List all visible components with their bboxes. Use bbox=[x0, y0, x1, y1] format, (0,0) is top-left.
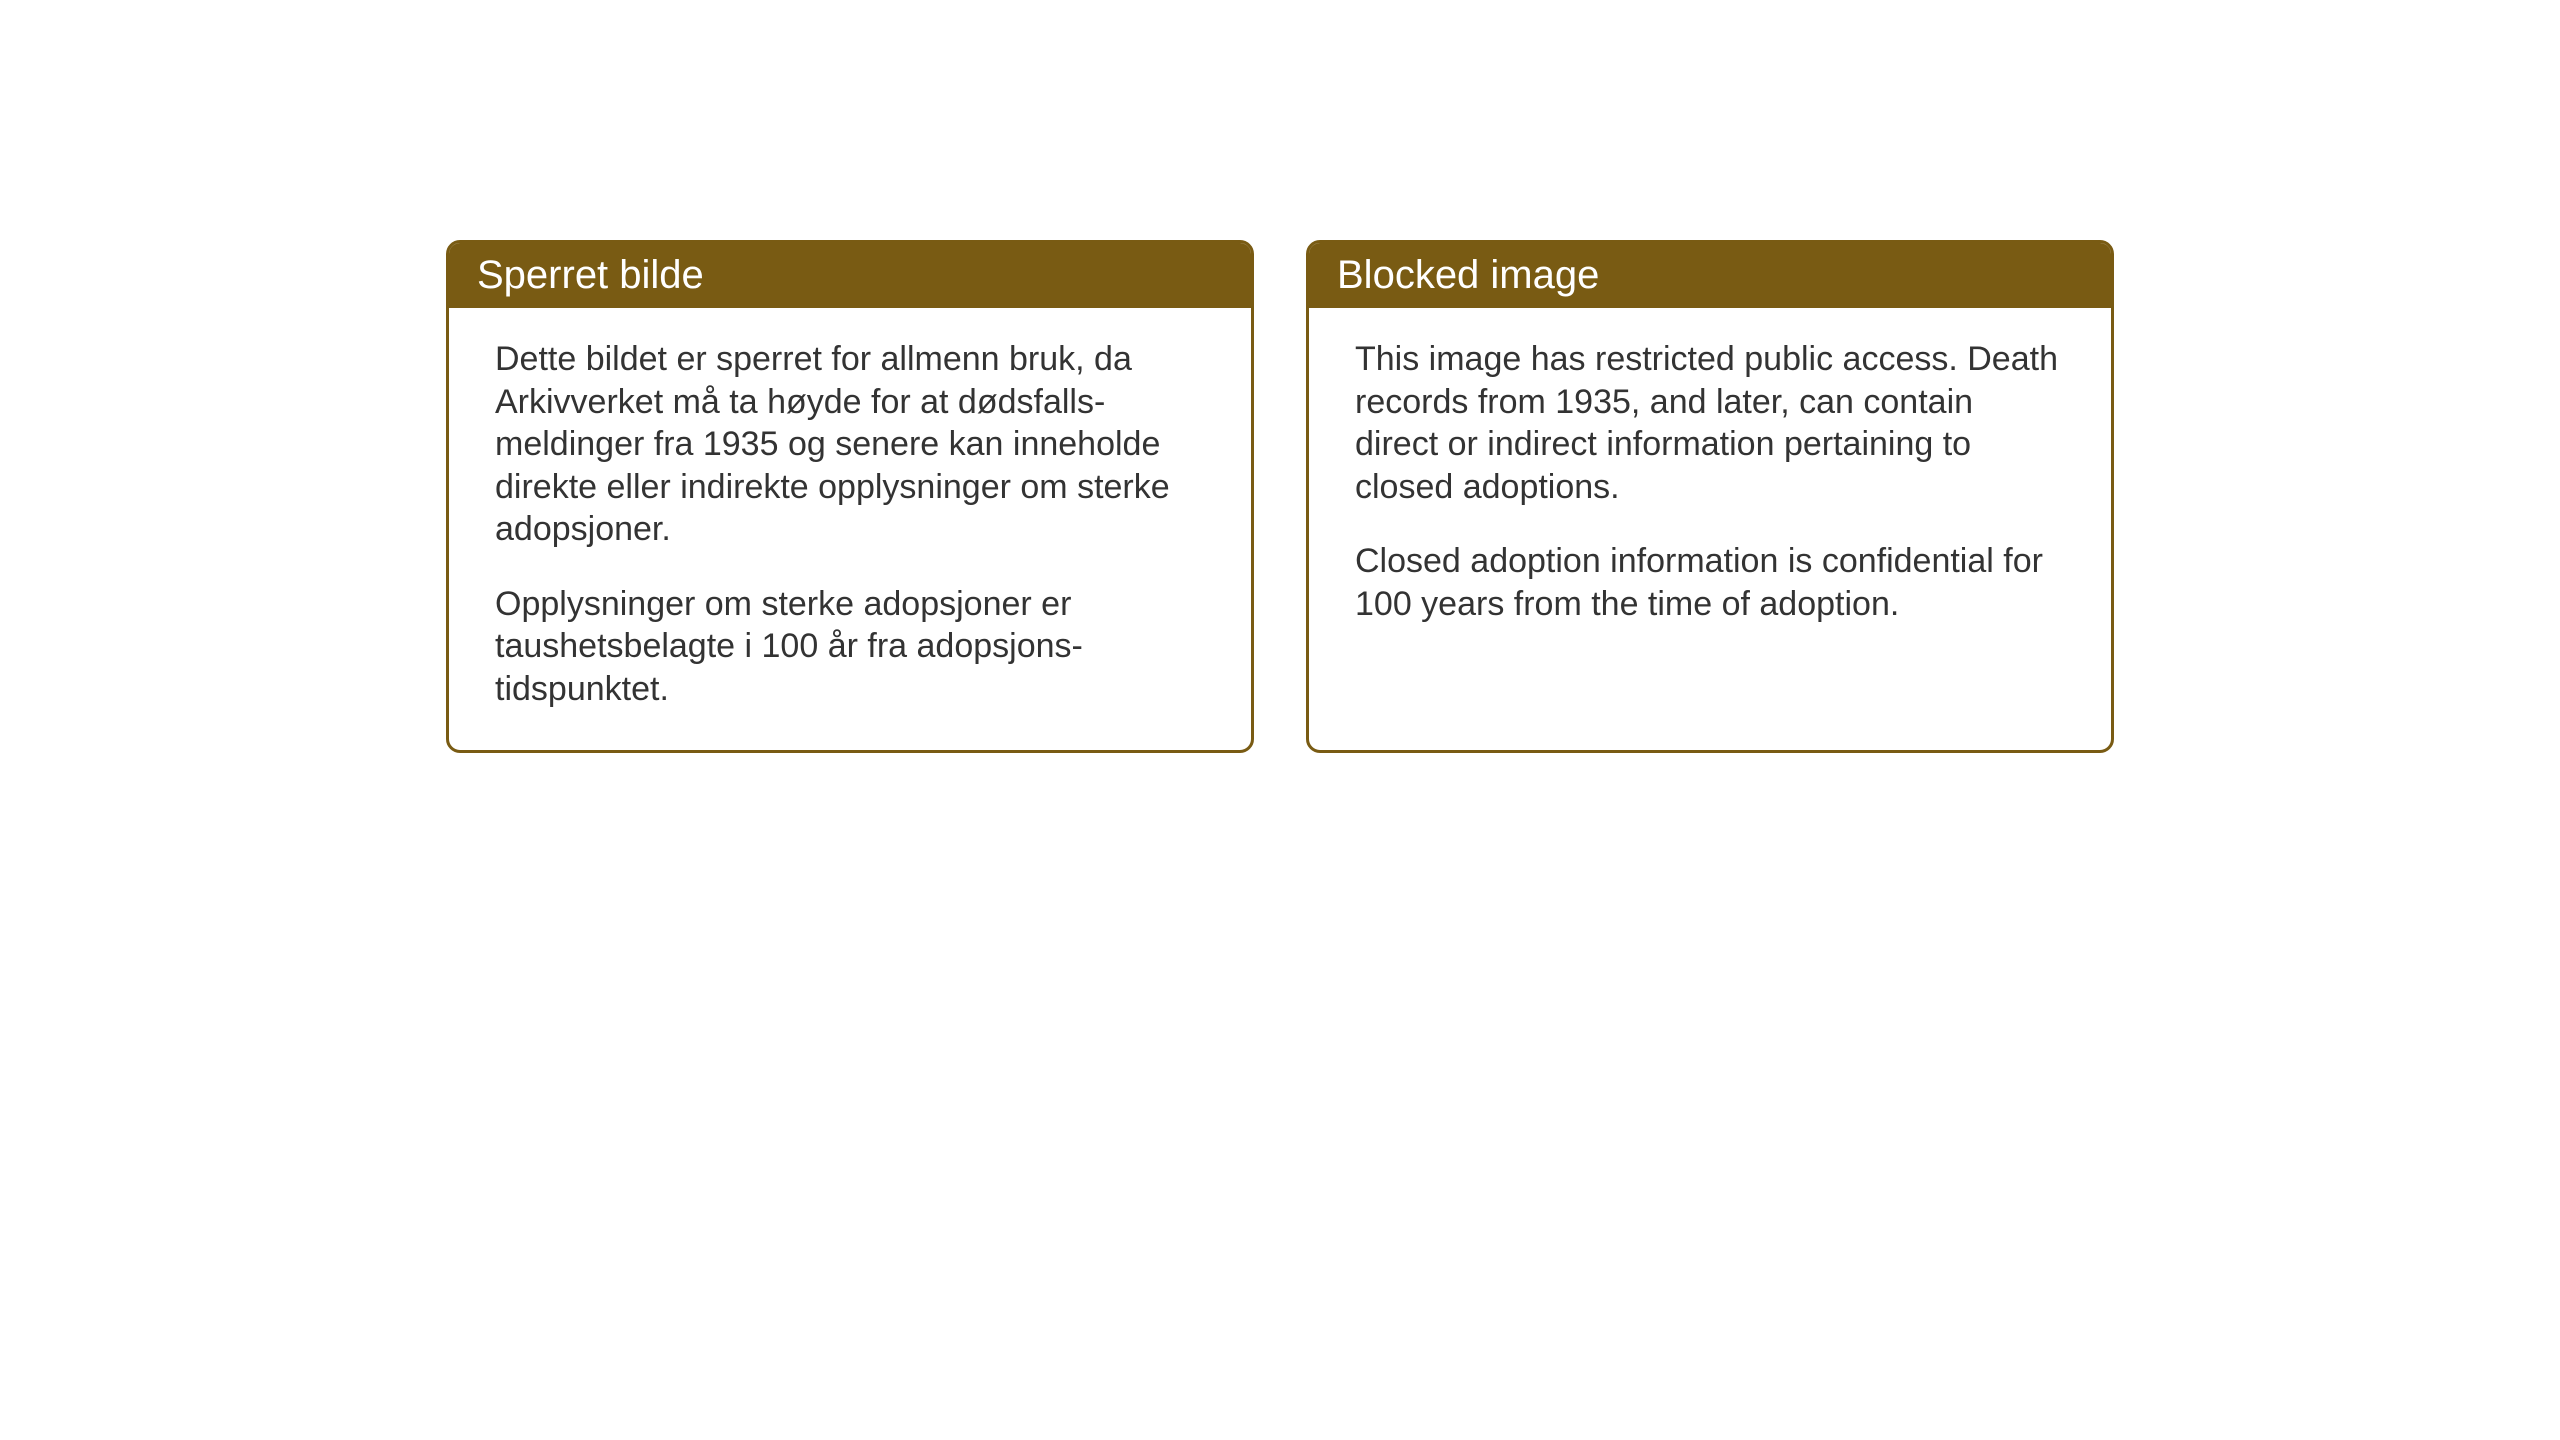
card-english-paragraph-2: Closed adoption information is confident… bbox=[1355, 540, 2065, 625]
card-english-body: This image has restricted public access.… bbox=[1309, 308, 2111, 665]
card-english: Blocked image This image has restricted … bbox=[1306, 240, 2114, 753]
card-norwegian-body: Dette bildet er sperret for allmenn bruk… bbox=[449, 308, 1251, 750]
card-english-title: Blocked image bbox=[1337, 253, 1599, 297]
card-norwegian-paragraph-2: Opplysninger om sterke adopsjoner er tau… bbox=[495, 583, 1205, 711]
card-english-header: Blocked image bbox=[1309, 243, 2111, 308]
card-norwegian: Sperret bilde Dette bildet er sperret fo… bbox=[446, 240, 1254, 753]
card-english-paragraph-1: This image has restricted public access.… bbox=[1355, 338, 2065, 508]
card-norwegian-title: Sperret bilde bbox=[477, 253, 704, 297]
cards-container: Sperret bilde Dette bildet er sperret fo… bbox=[446, 240, 2114, 753]
card-norwegian-header: Sperret bilde bbox=[449, 243, 1251, 308]
card-norwegian-paragraph-1: Dette bildet er sperret for allmenn bruk… bbox=[495, 338, 1205, 551]
